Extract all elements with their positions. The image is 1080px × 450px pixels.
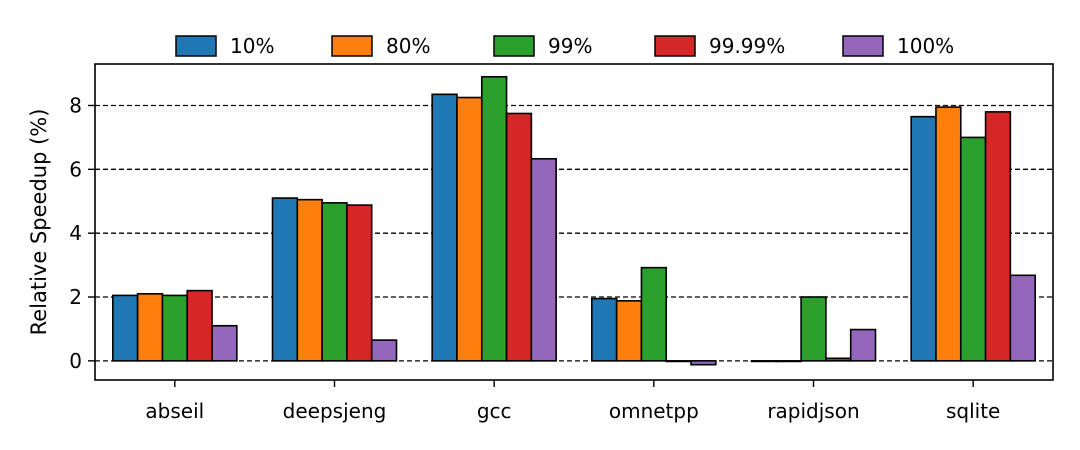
legend-swatch bbox=[175, 35, 217, 57]
legend-item: 80% bbox=[331, 34, 430, 58]
bar-sqlite-99% bbox=[959, 136, 987, 362]
x-tick-label: deepsjeng bbox=[283, 399, 387, 423]
y-tick-label: 8 bbox=[69, 93, 82, 117]
x-tick-label: gcc bbox=[477, 399, 512, 423]
bar-abseil-10% bbox=[112, 294, 139, 362]
bar-rapidjson-10% bbox=[750, 360, 778, 363]
bar-deepsjeng-99% bbox=[321, 202, 348, 362]
legend: 10% 80% 99% 99.99% 100% bbox=[175, 34, 954, 58]
legend-label: 100% bbox=[897, 34, 954, 58]
bar-deepsjeng-100% bbox=[370, 339, 398, 362]
bar-abseil-99.99% bbox=[186, 289, 213, 362]
bar-omnetpp-99.99% bbox=[665, 360, 692, 363]
bar-abseil-80% bbox=[136, 293, 164, 362]
legend-label: 99.99% bbox=[709, 34, 785, 58]
bar-gcc-80% bbox=[456, 96, 483, 362]
bar-gcc-99% bbox=[480, 75, 508, 362]
legend-label: 10% bbox=[230, 34, 274, 58]
bar-rapidjson-99.99% bbox=[825, 357, 852, 362]
x-tick-label: omnetpp bbox=[609, 399, 699, 423]
legend-item: 10% bbox=[175, 34, 274, 58]
bar-sqlite-80% bbox=[935, 106, 962, 362]
legend-label: 80% bbox=[386, 34, 430, 58]
legend-item: 99.99% bbox=[654, 34, 785, 58]
bar-abseil-100% bbox=[211, 324, 238, 362]
y-axis: 0 2 4 6 8 bbox=[69, 93, 95, 373]
x-axis: abseil deepsjeng gcc omnetpp rapidjson sqlite bbox=[145, 380, 1000, 423]
bar-gcc-99.99% bbox=[505, 112, 533, 362]
bar-gcc-100% bbox=[530, 158, 557, 362]
bar-deepsjeng-80% bbox=[296, 198, 323, 362]
y-axis-title: Relative Speedup (%) bbox=[27, 109, 51, 336]
legend-label: 99% bbox=[548, 34, 592, 58]
bar-rapidjson-99% bbox=[800, 296, 827, 362]
bar-deepsjeng-10% bbox=[271, 197, 299, 362]
x-tick-label: sqlite bbox=[946, 399, 1000, 423]
y-tick-label: 6 bbox=[69, 157, 82, 181]
legend-swatch bbox=[654, 35, 696, 57]
gridlines bbox=[95, 104, 1053, 362]
legend-swatch bbox=[493, 35, 535, 57]
y-tick-label: 2 bbox=[69, 285, 82, 309]
bar-omnetpp-10% bbox=[591, 297, 618, 362]
bar-rapidjson-100% bbox=[849, 328, 877, 362]
bar-rapidjson-80% bbox=[775, 360, 802, 363]
bar-gcc-10% bbox=[431, 93, 458, 362]
bar-sqlite-10% bbox=[910, 115, 937, 362]
x-tick-label: abseil bbox=[145, 399, 204, 423]
legend-item: 100% bbox=[842, 34, 954, 58]
plot-frame bbox=[94, 63, 1054, 381]
bar-sqlite-100% bbox=[1009, 274, 1036, 362]
bar-deepsjeng-99.99% bbox=[346, 204, 373, 362]
bar-omnetpp-80% bbox=[615, 300, 643, 362]
y-tick-label: 4 bbox=[69, 221, 82, 245]
y-tick-label: 0 bbox=[69, 349, 82, 373]
bars bbox=[112, 75, 1036, 366]
legend-swatch bbox=[331, 35, 373, 57]
bar-sqlite-99.99% bbox=[984, 111, 1012, 362]
legend-item: 99% bbox=[493, 34, 592, 58]
bar-abseil-99% bbox=[161, 294, 189, 362]
bar-omnetpp-99% bbox=[640, 266, 668, 362]
legend-swatch bbox=[842, 35, 884, 57]
bar-omnetpp-100% bbox=[690, 360, 717, 366]
x-tick-label: rapidjson bbox=[767, 399, 859, 423]
